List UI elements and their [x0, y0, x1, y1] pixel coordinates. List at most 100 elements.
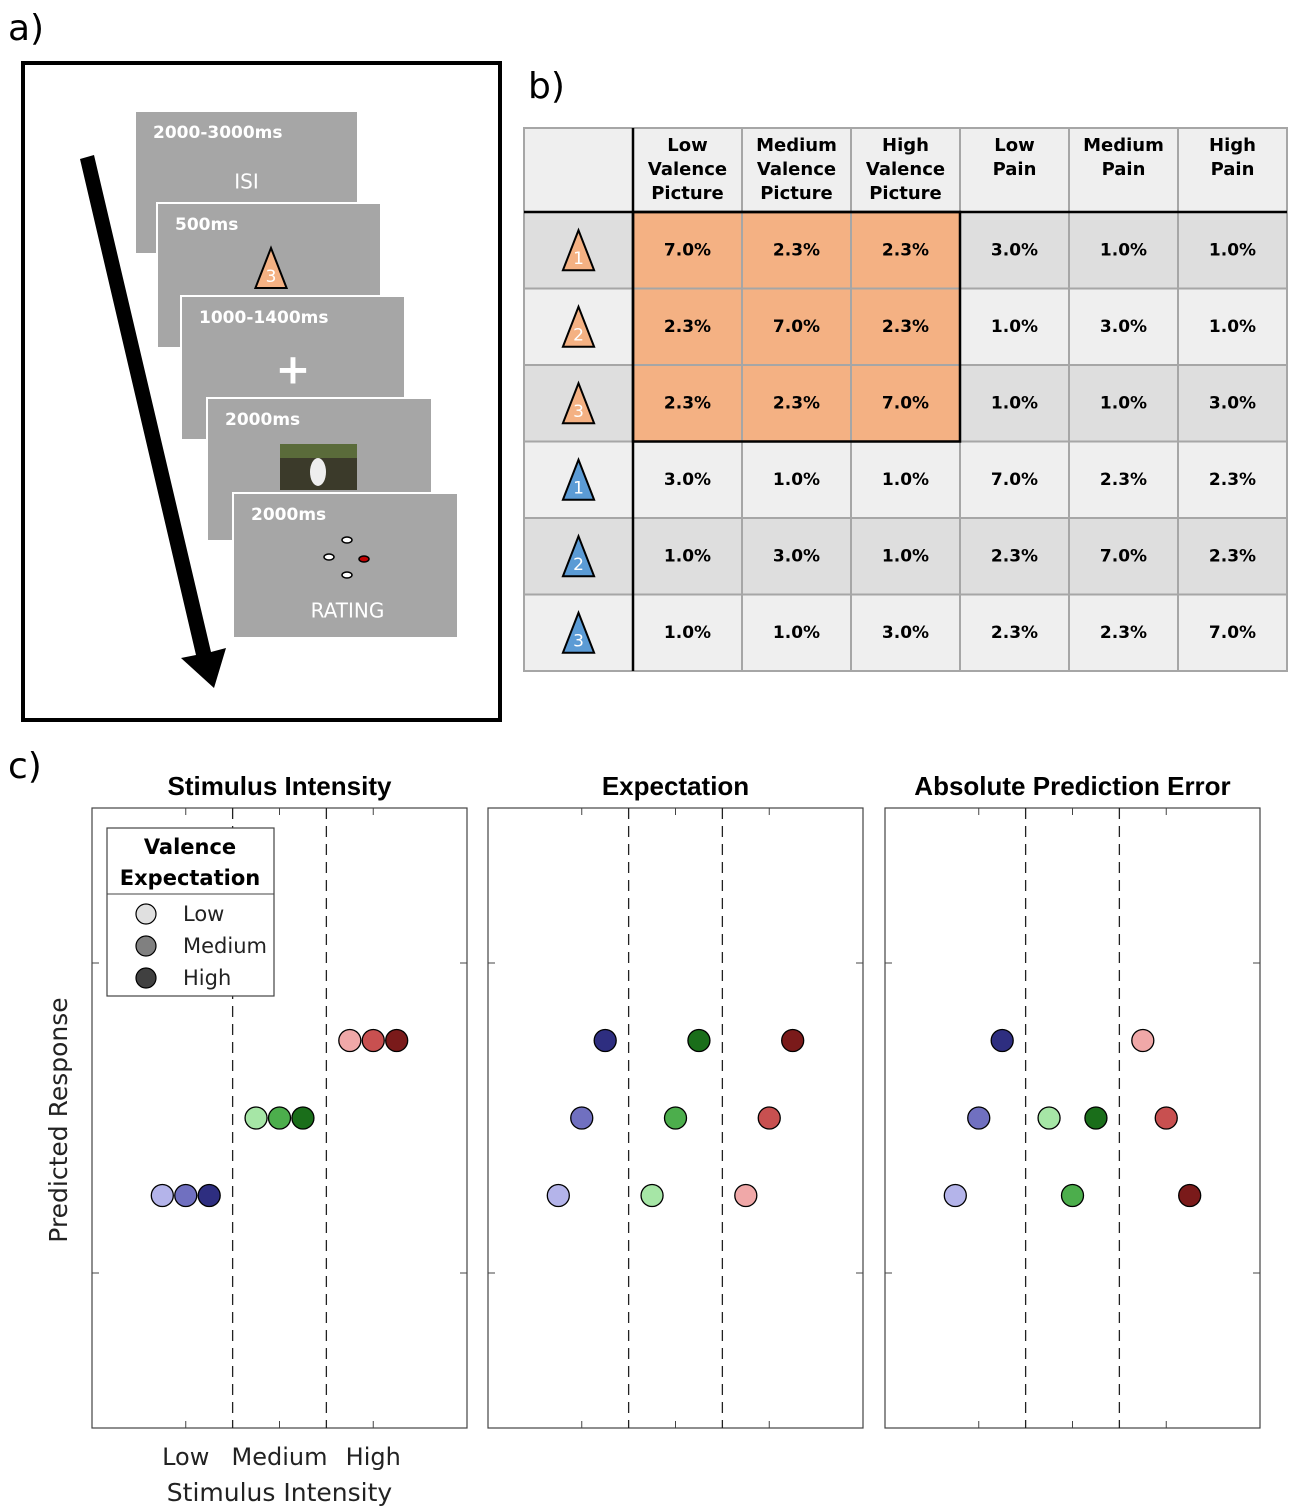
cell-value: 7.0%	[991, 470, 1038, 490]
cell-value: 2.3%	[991, 546, 1038, 566]
legend-marker	[136, 904, 156, 924]
data-point	[1085, 1107, 1107, 1129]
figure: a)b)c)2000-3000msISI500ms31000-1400ms+20…	[0, 0, 1297, 1510]
data-point	[386, 1030, 408, 1052]
data-point	[641, 1185, 663, 1207]
x-axis-label: Stimulus Intensity	[167, 1478, 393, 1507]
panel-label: b)	[528, 66, 565, 107]
data-point	[1155, 1107, 1177, 1129]
duration: 2000ms	[225, 410, 300, 430]
data-point	[292, 1107, 314, 1129]
data-point	[758, 1107, 780, 1129]
legend-title: Expectation	[120, 866, 260, 890]
data-point	[1132, 1030, 1154, 1052]
cell-value: 2.3%	[664, 393, 711, 413]
data-point	[571, 1107, 593, 1129]
column-header: Valence	[648, 159, 727, 180]
column-header: Medium	[756, 135, 837, 156]
duration: 1000-1400ms	[199, 308, 329, 328]
cell-value: 1.0%	[1209, 240, 1256, 260]
cell-value: 2.3%	[882, 317, 929, 337]
cell-value: 1.0%	[991, 393, 1038, 413]
cell-value: 1.0%	[664, 623, 711, 643]
cell-value: 2.3%	[773, 393, 820, 413]
rating-option	[359, 556, 369, 562]
cell-value: 7.0%	[664, 240, 711, 260]
cell-value: 3.0%	[882, 623, 929, 643]
screen-label: RATING	[311, 599, 385, 623]
data-point	[362, 1030, 384, 1052]
cell-value: 7.0%	[1100, 546, 1147, 566]
panel-label: a)	[8, 8, 44, 49]
plot-title: Stimulus Intensity	[168, 771, 392, 801]
rating-option	[324, 554, 334, 560]
column-header: Pain	[1211, 159, 1255, 180]
duration: 2000ms	[251, 505, 326, 525]
column-header: Valence	[757, 159, 836, 180]
cell-value: 1.0%	[1100, 393, 1147, 413]
cell-value: 3.0%	[773, 546, 820, 566]
cell-value: 3.0%	[664, 470, 711, 490]
cell-value: 2.3%	[664, 317, 711, 337]
plot-title: Expectation	[602, 771, 749, 801]
column-header: Picture	[760, 183, 833, 204]
column-header: Pain	[993, 159, 1037, 180]
cell-value: 7.0%	[882, 393, 929, 413]
column-header: Medium	[1083, 135, 1164, 156]
cell-value: 1.0%	[991, 317, 1038, 337]
data-point	[944, 1185, 966, 1207]
column-header: Low	[994, 135, 1034, 156]
data-point	[198, 1185, 220, 1207]
data-point	[735, 1185, 757, 1207]
data-point	[1179, 1185, 1201, 1207]
panel-label: c)	[8, 746, 42, 787]
data-point	[339, 1030, 361, 1052]
cell-value: 2.3%	[1209, 470, 1256, 490]
cell-value: 1.0%	[1100, 240, 1147, 260]
cue-number: 3	[266, 267, 277, 287]
plot-title: Absolute Prediction Error	[914, 771, 1230, 801]
data-point	[151, 1185, 173, 1207]
legend-label: Low	[183, 902, 224, 926]
cell-value: 3.0%	[1209, 393, 1256, 413]
plot-frame	[885, 808, 1260, 1428]
column-header: Valence	[866, 159, 945, 180]
data-point	[269, 1107, 291, 1129]
data-point	[1038, 1107, 1060, 1129]
rating-option	[342, 572, 352, 578]
cell-value: 2.3%	[991, 623, 1038, 643]
x-tick-label: Low	[162, 1443, 209, 1471]
cell-value: 2.3%	[882, 240, 929, 260]
data-point	[1062, 1185, 1084, 1207]
cue-number: 3	[573, 402, 584, 422]
cell-value: 3.0%	[991, 240, 1038, 260]
cell-value: 1.0%	[773, 470, 820, 490]
data-point	[968, 1107, 990, 1129]
fixation: +	[275, 345, 310, 394]
data-point	[688, 1030, 710, 1052]
legend-title: Valence	[144, 835, 236, 859]
data-point	[245, 1107, 267, 1129]
cell-value: 2.3%	[773, 240, 820, 260]
cue-number: 1	[573, 479, 584, 499]
x-tick-label: Medium	[232, 1443, 328, 1471]
cell-value: 1.0%	[882, 546, 929, 566]
y-axis-label: Predicted Response	[44, 997, 73, 1242]
column-header: Picture	[651, 183, 724, 204]
legend-marker	[136, 968, 156, 988]
screen-label: ISI	[234, 170, 259, 194]
rating-option	[342, 537, 352, 543]
legend-marker	[136, 936, 156, 956]
cell-value: 1.0%	[882, 470, 929, 490]
cell-value: 7.0%	[1209, 623, 1256, 643]
column-header: High	[882, 135, 929, 156]
x-tick-label: High	[346, 1443, 401, 1471]
data-point	[782, 1030, 804, 1052]
cue-number: 3	[573, 632, 584, 652]
duration: 500ms	[175, 215, 238, 235]
page: a)b)c)2000-3000msISI500ms31000-1400ms+20…	[0, 0, 1297, 1510]
cell-value: 2.3%	[1100, 623, 1147, 643]
data-point	[547, 1185, 569, 1207]
cell-value: 1.0%	[664, 546, 711, 566]
cell-value: 2.3%	[1100, 470, 1147, 490]
